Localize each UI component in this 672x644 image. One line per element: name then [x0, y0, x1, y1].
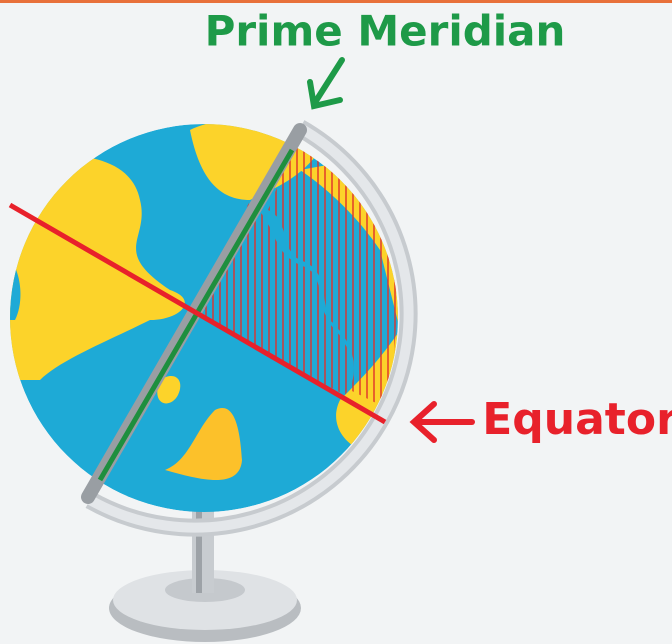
equator-arrow — [409, 401, 475, 443]
prime-meridian-label: Prime Meridian — [205, 7, 566, 56]
globe-stand — [85, 120, 418, 642]
equator-label: Equator — [482, 394, 672, 445]
prime-meridian-arrow — [307, 57, 345, 110]
equator-line — [8, 202, 387, 425]
top-border — [0, 0, 672, 3]
